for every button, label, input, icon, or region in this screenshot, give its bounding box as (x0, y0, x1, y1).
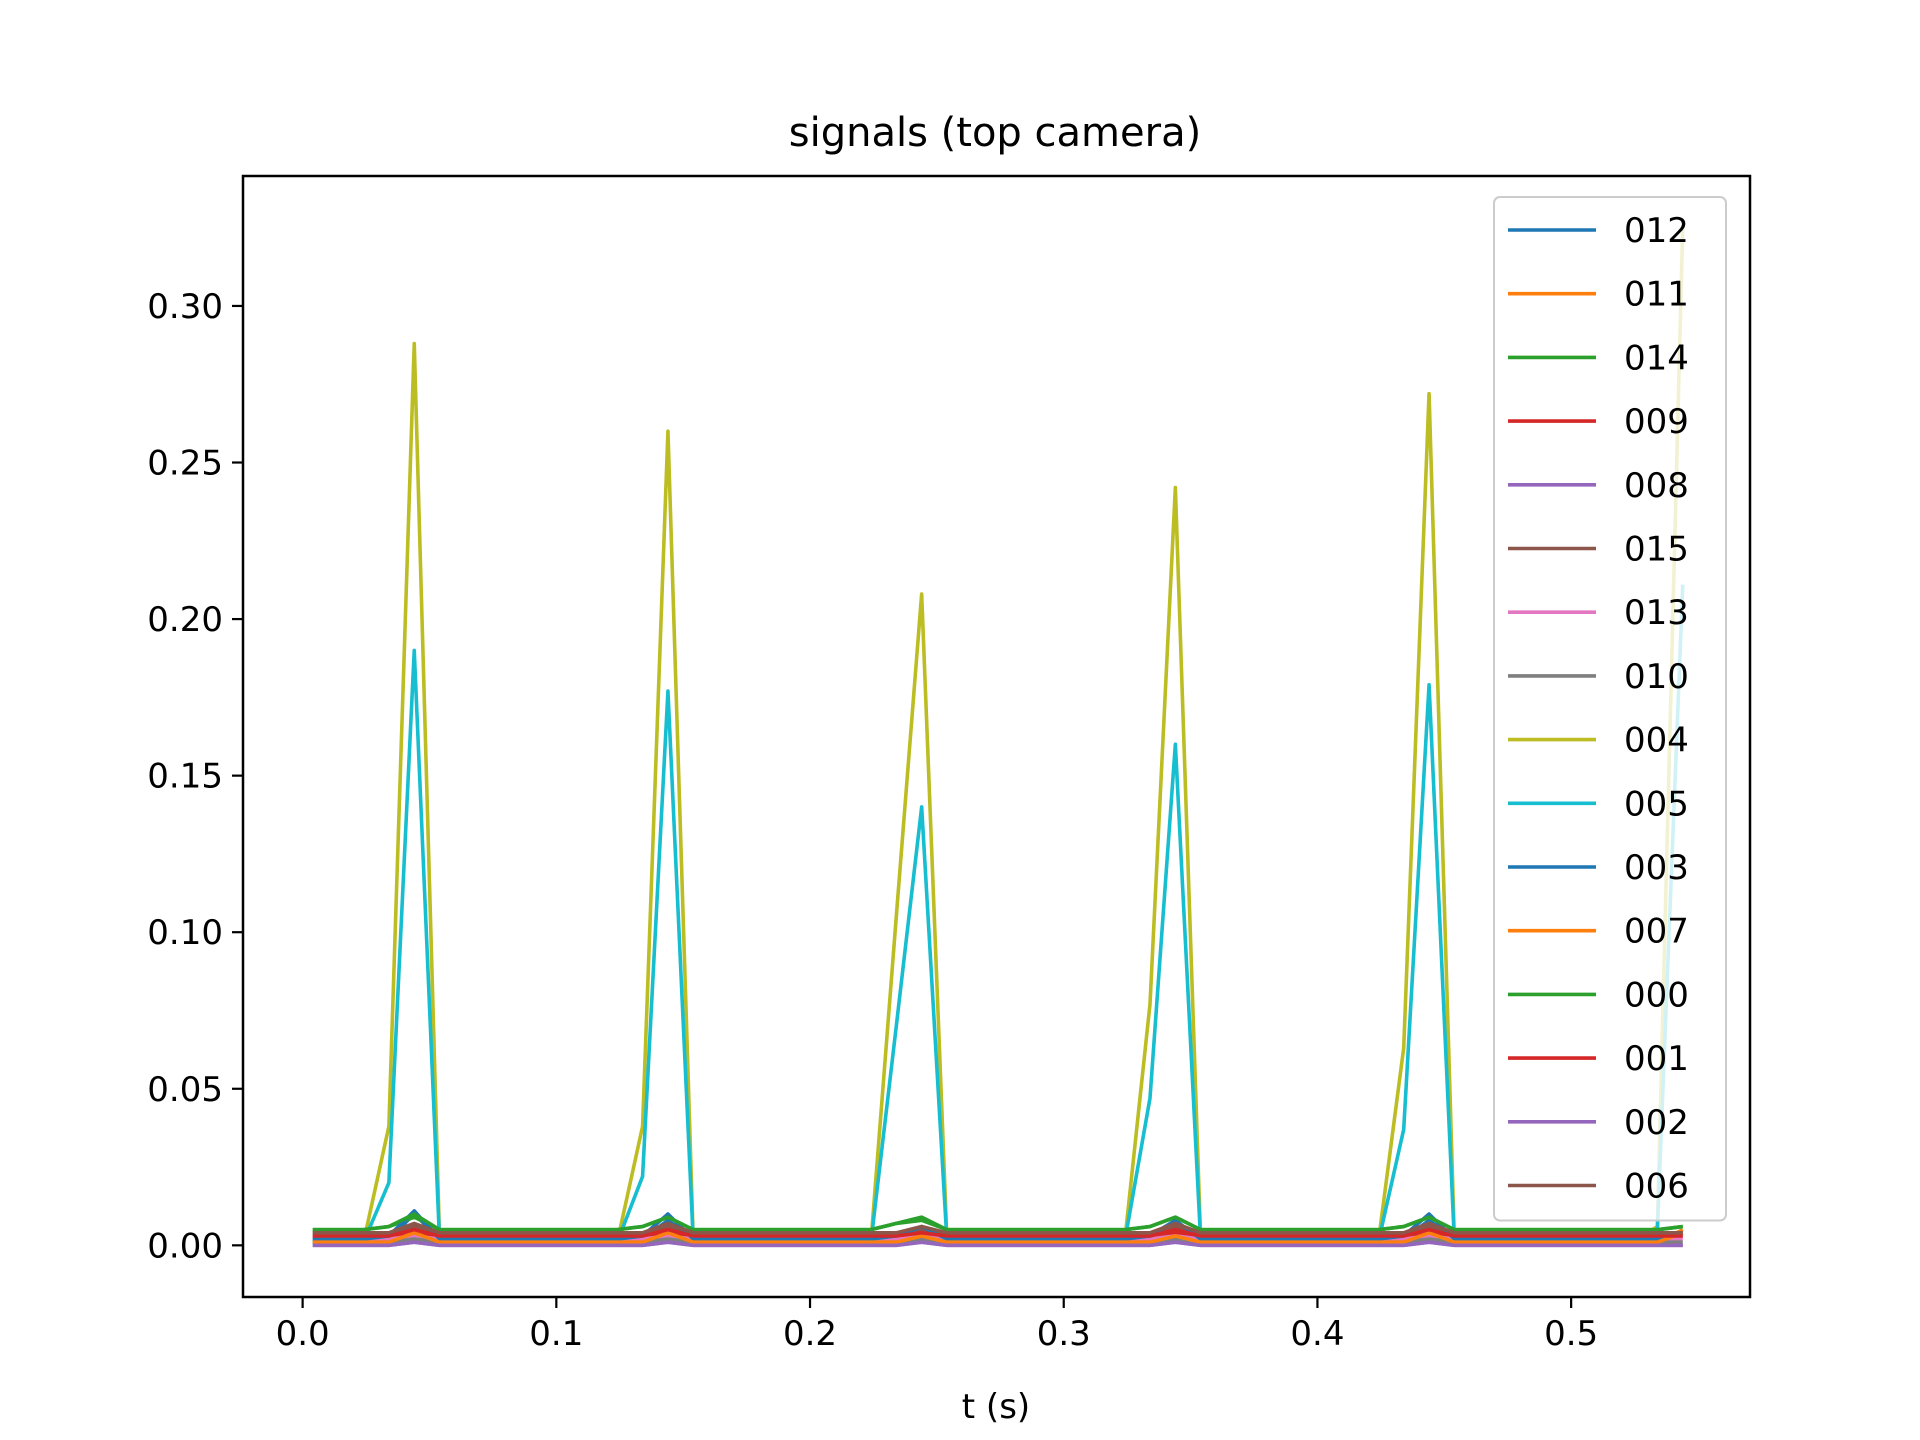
legend-label-012: 012 (1624, 211, 1689, 251)
series-line-001 (312, 1227, 1683, 1238)
legend-label-006: 006 (1624, 1167, 1689, 1207)
y-axis: 0.00 0.05 0.10 0.15 0.20 0.25 0.30 (147, 287, 243, 1266)
x-axis-label: t (s) (962, 1387, 1030, 1427)
legend-label-007: 007 (1624, 912, 1689, 952)
legend-box (1493, 196, 1727, 1222)
y-tick-label: 0.30 (147, 287, 223, 327)
legend-label-004: 004 (1624, 721, 1689, 761)
x-tick-label: 0.0 (276, 1314, 330, 1354)
chart-title: signals (top camera) (789, 110, 1201, 156)
legend-label-014: 014 (1624, 338, 1689, 378)
series-line-003 (312, 1209, 1684, 1241)
series-layer (312, 224, 1685, 1248)
series-line-002 (312, 1240, 1683, 1248)
plot-area (241, 174, 1752, 1299)
series-line-006 (312, 1221, 1683, 1235)
y-tick-label: 0.25 (147, 444, 223, 484)
legend-label-001: 001 (1624, 1039, 1689, 1079)
legend-label-013: 013 (1624, 593, 1689, 633)
y-tick-label: 0.00 (147, 1226, 223, 1266)
x-tick-label: 0.3 (1037, 1314, 1091, 1354)
x-tick-label: 0.2 (783, 1314, 837, 1354)
legend-label-009: 009 (1624, 402, 1689, 442)
y-tick-label: 0.05 (147, 1070, 223, 1110)
legend-label-015: 015 (1624, 530, 1689, 570)
series-line-007 (312, 1231, 1684, 1244)
x-tick-label: 0.4 (1290, 1314, 1344, 1354)
y-tick-label: 0.15 (147, 757, 223, 797)
legend-label-010: 010 (1624, 657, 1689, 697)
legend-label-003: 003 (1624, 848, 1689, 888)
legend-label-011: 011 (1624, 275, 1689, 315)
x-axis: 0.0 0.1 0.2 0.3 0.4 0.5 (276, 1297, 1598, 1354)
legend-label-008: 008 (1624, 466, 1689, 506)
y-tick-label: 0.10 (147, 913, 223, 953)
legend-label-002: 002 (1624, 1103, 1689, 1143)
legend-label-000: 000 (1624, 975, 1689, 1015)
series-line-000 (312, 1212, 1683, 1232)
x-tick-label: 0.1 (529, 1314, 583, 1354)
legend-label-005: 005 (1624, 784, 1689, 824)
legend: 012 011 014 009 008 015 013 010 004 005 003 007 000 0… (1493, 196, 1727, 1222)
plot-frame (241, 174, 1752, 1299)
x-tick-label: 0.5 (1544, 1314, 1598, 1354)
y-tick-label: 0.20 (147, 600, 223, 640)
